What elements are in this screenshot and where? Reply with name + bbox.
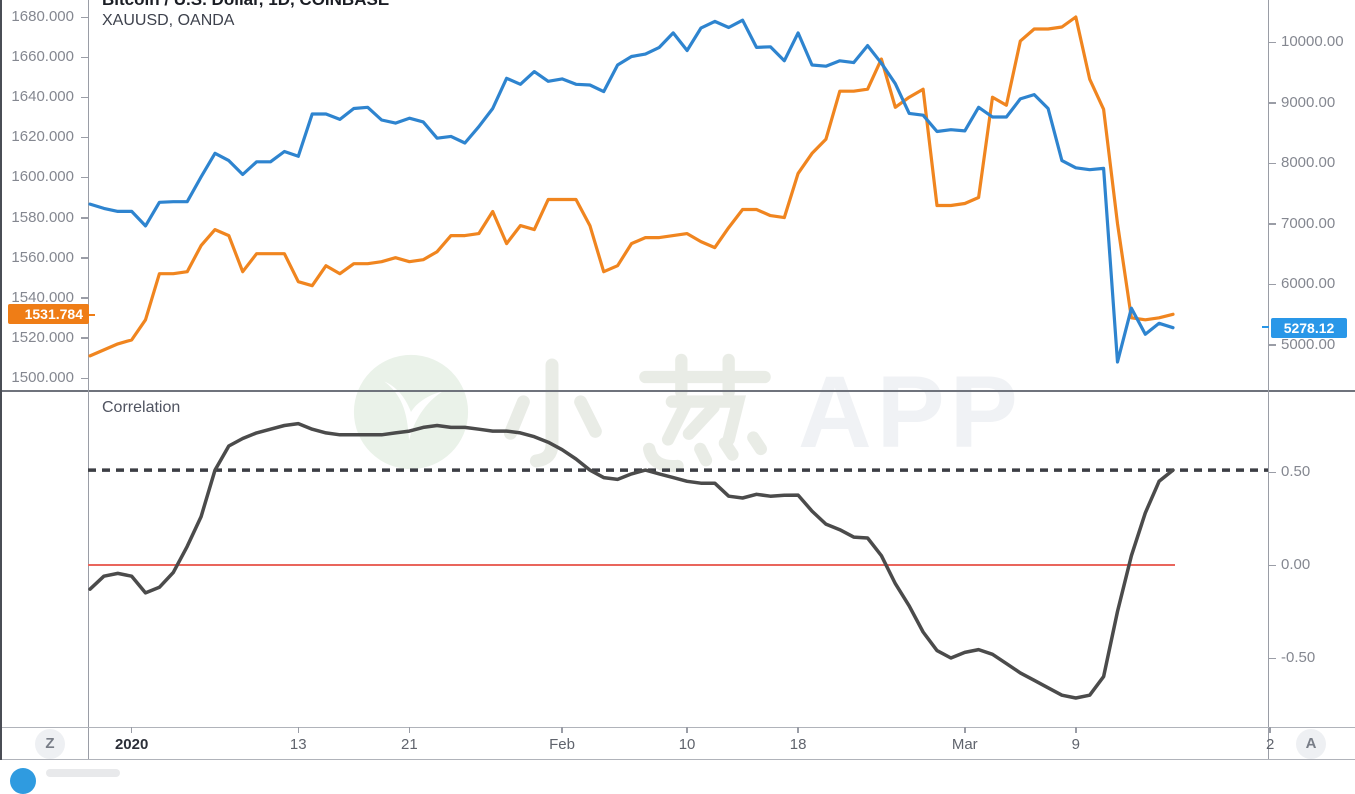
y-axis-tick-mark <box>1269 223 1276 225</box>
gold-price-tick <box>89 314 95 316</box>
right-axis-border <box>1268 0 1269 760</box>
btc-axis-label: 6000.00 <box>1281 275 1336 292</box>
y-axis-tick-mark <box>81 96 88 99</box>
correlation-line <box>88 421 1175 700</box>
time-axis-bottom-border <box>0 759 1355 760</box>
x-axis-label: 18 <box>789 736 807 753</box>
y-axis-tick-mark <box>81 297 88 299</box>
correlation-axis-label: -0.50 <box>1281 649 1316 666</box>
y-axis-tick-mark <box>1269 344 1276 346</box>
gold-axis-label: 1620.000 <box>11 128 74 146</box>
gold-axis-label: 1500.000 <box>11 369 74 386</box>
pane-divider[interactable] <box>0 390 1355 392</box>
x-axis-tick-mark <box>130 727 133 733</box>
y-axis-tick-mark <box>1269 564 1276 566</box>
y-axis-tick-mark <box>81 176 88 179</box>
x-axis-tick-mark <box>797 727 799 733</box>
btc-axis-label: 7000.00 <box>1281 214 1336 232</box>
x-axis-label: 10 <box>678 736 696 753</box>
x-axis-tick-mark <box>686 727 688 733</box>
partial-attribution-text <box>46 769 120 777</box>
x-axis-label: 2 <box>1266 736 1275 753</box>
chart-canvas[interactable] <box>0 0 1355 760</box>
y-axis-tick-mark <box>81 337 88 339</box>
x-axis-label: 2020 <box>114 736 149 753</box>
x-axis-label: Feb <box>549 736 575 753</box>
y-axis-tick-mark <box>81 16 88 18</box>
x-axis-tick-mark <box>408 727 411 733</box>
y-axis-tick-mark <box>1269 471 1276 473</box>
xauusd-line <box>88 15 1175 358</box>
btc-axis-label: 10000.00 <box>1281 33 1344 50</box>
y-axis-tick-mark <box>81 136 88 139</box>
gold-axis-label: 1660.000 <box>11 48 74 66</box>
auto-scale-button[interactable]: A <box>1296 729 1326 759</box>
x-axis-label: 21 <box>401 736 418 753</box>
watermark-app-text: APP <box>798 355 1023 469</box>
x-axis-tick-mark <box>964 727 966 733</box>
y-axis-tick-mark <box>81 217 88 219</box>
x-axis-tick-mark <box>561 727 563 733</box>
time-axis[interactable]: 2020 13 21 Feb 10 18 Mar 9 2 <box>0 727 1355 759</box>
correlation-pane-title: Correlation <box>102 399 181 416</box>
y-axis-tick-mark <box>81 257 88 259</box>
x-axis-tick-mark <box>1075 727 1077 733</box>
symbol-title-btcusd: Bitcoin / U.S. Dollar, 1D, COINBASE <box>102 0 389 10</box>
y-axis-tick-mark <box>81 377 88 379</box>
time-axis-top-border <box>0 727 1355 728</box>
gold-axis-label: 1680.000 <box>11 8 74 25</box>
watermark-char-xiao <box>504 358 602 468</box>
xiaocong-logo-icon <box>353 354 469 470</box>
btc-axis-label: 5000.00 <box>1281 335 1336 353</box>
partial-logo-icon <box>10 768 36 794</box>
left-axis-border <box>88 0 89 760</box>
y-axis-tick-mark <box>81 56 88 59</box>
gold-axis-label: 1600.000 <box>11 168 74 186</box>
btcusd-line <box>88 18 1175 364</box>
y-axis-tick-mark <box>1269 283 1276 285</box>
y-axis-tick-mark <box>1269 102 1276 104</box>
correlation-axis-label: 0.00 <box>1281 556 1311 573</box>
gold-last-price-label: 1531.784 <box>8 304 89 325</box>
right-price-axis[interactable]: 10000.00 9000.00 8000.00 7000.00 6000.00 5000… <box>1269 0 1355 727</box>
y-axis-tick-mark <box>1269 162 1276 164</box>
x-axis-tick-mark <box>1269 727 1271 733</box>
y-axis-tick-mark <box>1269 41 1276 43</box>
gold-axis-label: 1520.000 <box>11 328 74 346</box>
x-axis-label: 13 <box>289 736 307 753</box>
chart-legend[interactable]: Bitcoin / U.S. Dollar, 1D, COINBASE XAUU… <box>102 0 389 31</box>
left-price-axis[interactable]: 1680.000 1660.000 1640.000 1620.000 1600.000… <box>0 0 88 727</box>
timezone-button[interactable]: Z <box>35 729 65 759</box>
btc-last-price-label: 5278.12 <box>1271 317 1347 338</box>
y-axis-tick-mark <box>1269 657 1276 659</box>
x-axis-label: 9 <box>1071 736 1080 753</box>
gold-axis-label: 1580.000 <box>11 208 74 226</box>
x-axis-tick-mark <box>297 727 300 733</box>
gold-axis-label: 1540.000 <box>11 288 74 306</box>
gold-axis-label: 1560.000 <box>11 248 74 266</box>
watermark-char-cong <box>639 353 771 473</box>
window-left-edge <box>0 0 2 760</box>
btc-axis-label: 9000.00 <box>1281 93 1336 111</box>
correlation-axis-label: 0.50 <box>1281 463 1311 480</box>
symbol-title-xauusd: XAUUSD, OANDA <box>102 12 235 29</box>
btc-axis-label: 8000.00 <box>1281 154 1336 171</box>
x-axis-label: Mar <box>951 736 978 753</box>
btc-price-tick <box>1262 326 1269 328</box>
gold-axis-label: 1640.000 <box>11 88 74 106</box>
xiaocong-app-watermark: APP <box>352 342 1023 482</box>
